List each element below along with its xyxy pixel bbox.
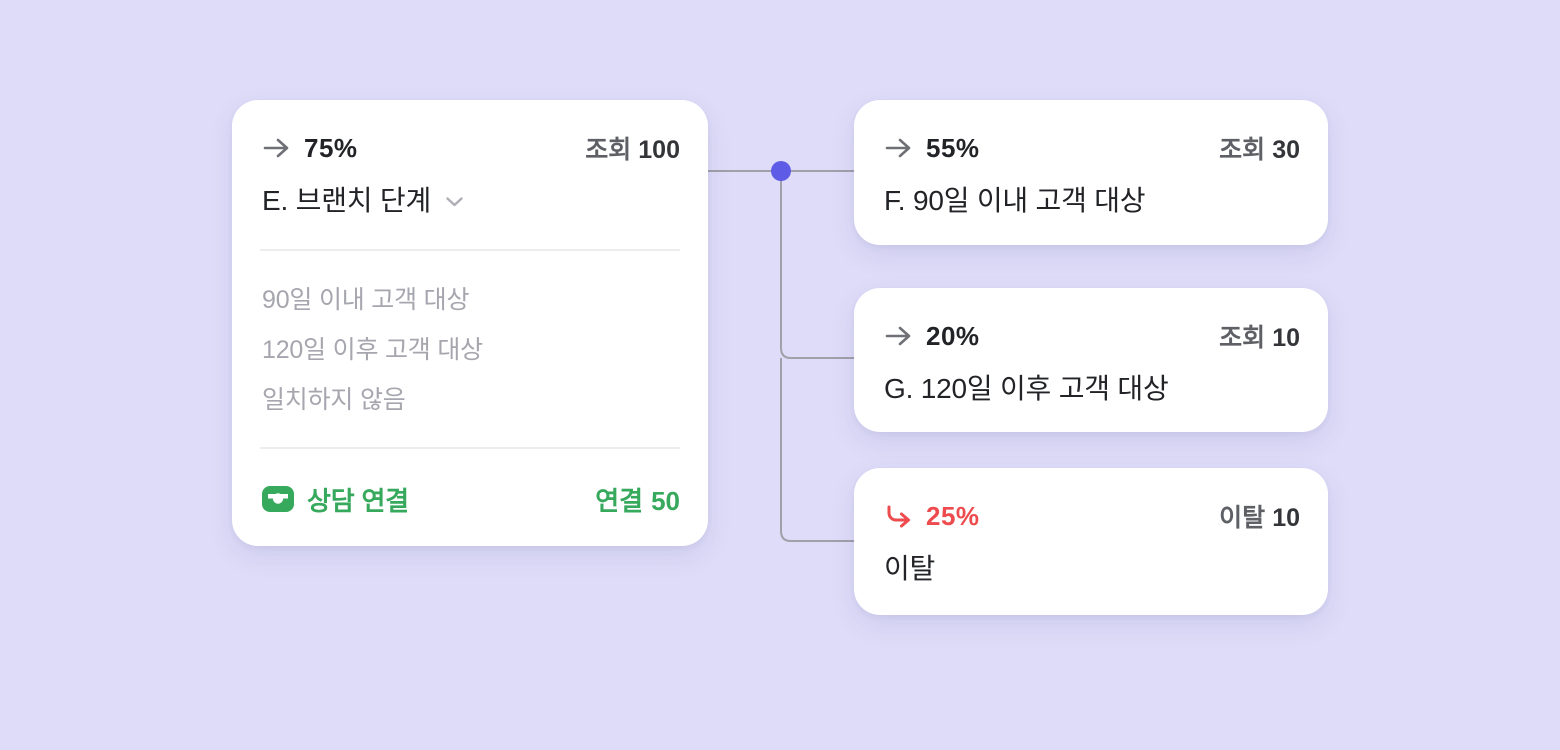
exit-title-text: 이탈	[884, 553, 936, 584]
views-label: 조회	[585, 136, 632, 164]
views-value: 100	[638, 136, 680, 164]
arrow-right-icon	[262, 137, 292, 159]
connect-value: 50	[651, 485, 680, 516]
views-label: 조회	[1219, 324, 1266, 352]
branch-percent: 75%	[304, 132, 358, 163]
connect-label: 연결	[595, 485, 644, 516]
child-node-g-card[interactable]: 20% 조회 10 G. 120일 이후 고객 대상	[854, 288, 1328, 432]
consult-action-row[interactable]: 상담 연결 연결 50	[262, 482, 680, 516]
child-stat-row: 55% 조회 30	[884, 132, 1300, 164]
child-node-f-card[interactable]: 55% 조회 30 F. 90일 이내 고객 대상	[854, 100, 1328, 245]
arrow-right-icon	[884, 137, 914, 159]
chevron-down-icon	[445, 196, 464, 208]
branch-option-list: 90일 이내 고객 대상 120일 이후 고객 대상 일치하지 않음	[262, 275, 680, 425]
exit-percent: 25%	[926, 500, 980, 531]
child-title: F. 90일 이내 고객 대상	[884, 180, 1300, 218]
exit-stat-row: 25% 이탈 10	[884, 500, 1300, 532]
branch-title-dropdown[interactable]: E. 브랜치 단계	[262, 180, 680, 218]
branch-option: 120일 이후 고객 대상	[262, 336, 483, 364]
divider	[260, 447, 680, 449]
branch-stat-row: 75% 조회 100	[262, 132, 680, 164]
corner-down-right-icon	[884, 503, 914, 529]
branch-option: 90일 이내 고객 대상	[262, 286, 470, 314]
child-stat-row: 20% 조회 10	[884, 320, 1300, 352]
child-percent: 20%	[926, 320, 980, 351]
exit-title: 이탈	[884, 548, 1300, 586]
arrow-right-icon	[884, 325, 914, 347]
exit-value: 10	[1272, 504, 1300, 532]
inbox-chat-icon	[262, 486, 294, 512]
child-percent: 55%	[926, 132, 980, 163]
child-title: G. 120일 이후 고객 대상	[884, 368, 1300, 406]
junction-dot[interactable]	[771, 161, 791, 181]
views-value: 10	[1272, 324, 1300, 352]
branch-title: E. 브랜치 단계	[262, 185, 432, 216]
child-title-text: G. 120일 이후 고객 대상	[884, 373, 1169, 404]
views-label: 조회	[1219, 136, 1266, 164]
exit-node-card[interactable]: 25% 이탈 10 이탈	[854, 468, 1328, 615]
branch-option: 일치하지 않음	[262, 386, 406, 414]
consult-label: 상담 연결	[307, 485, 409, 516]
divider	[260, 249, 680, 251]
child-title-text: F. 90일 이내 고객 대상	[884, 185, 1146, 216]
exit-label: 이탈	[1219, 504, 1266, 532]
views-value: 30	[1272, 136, 1300, 164]
branch-node-card[interactable]: 75% 조회 100 E. 브랜치 단계 90일 이내 고객 대상 120일 이후…	[232, 100, 708, 546]
